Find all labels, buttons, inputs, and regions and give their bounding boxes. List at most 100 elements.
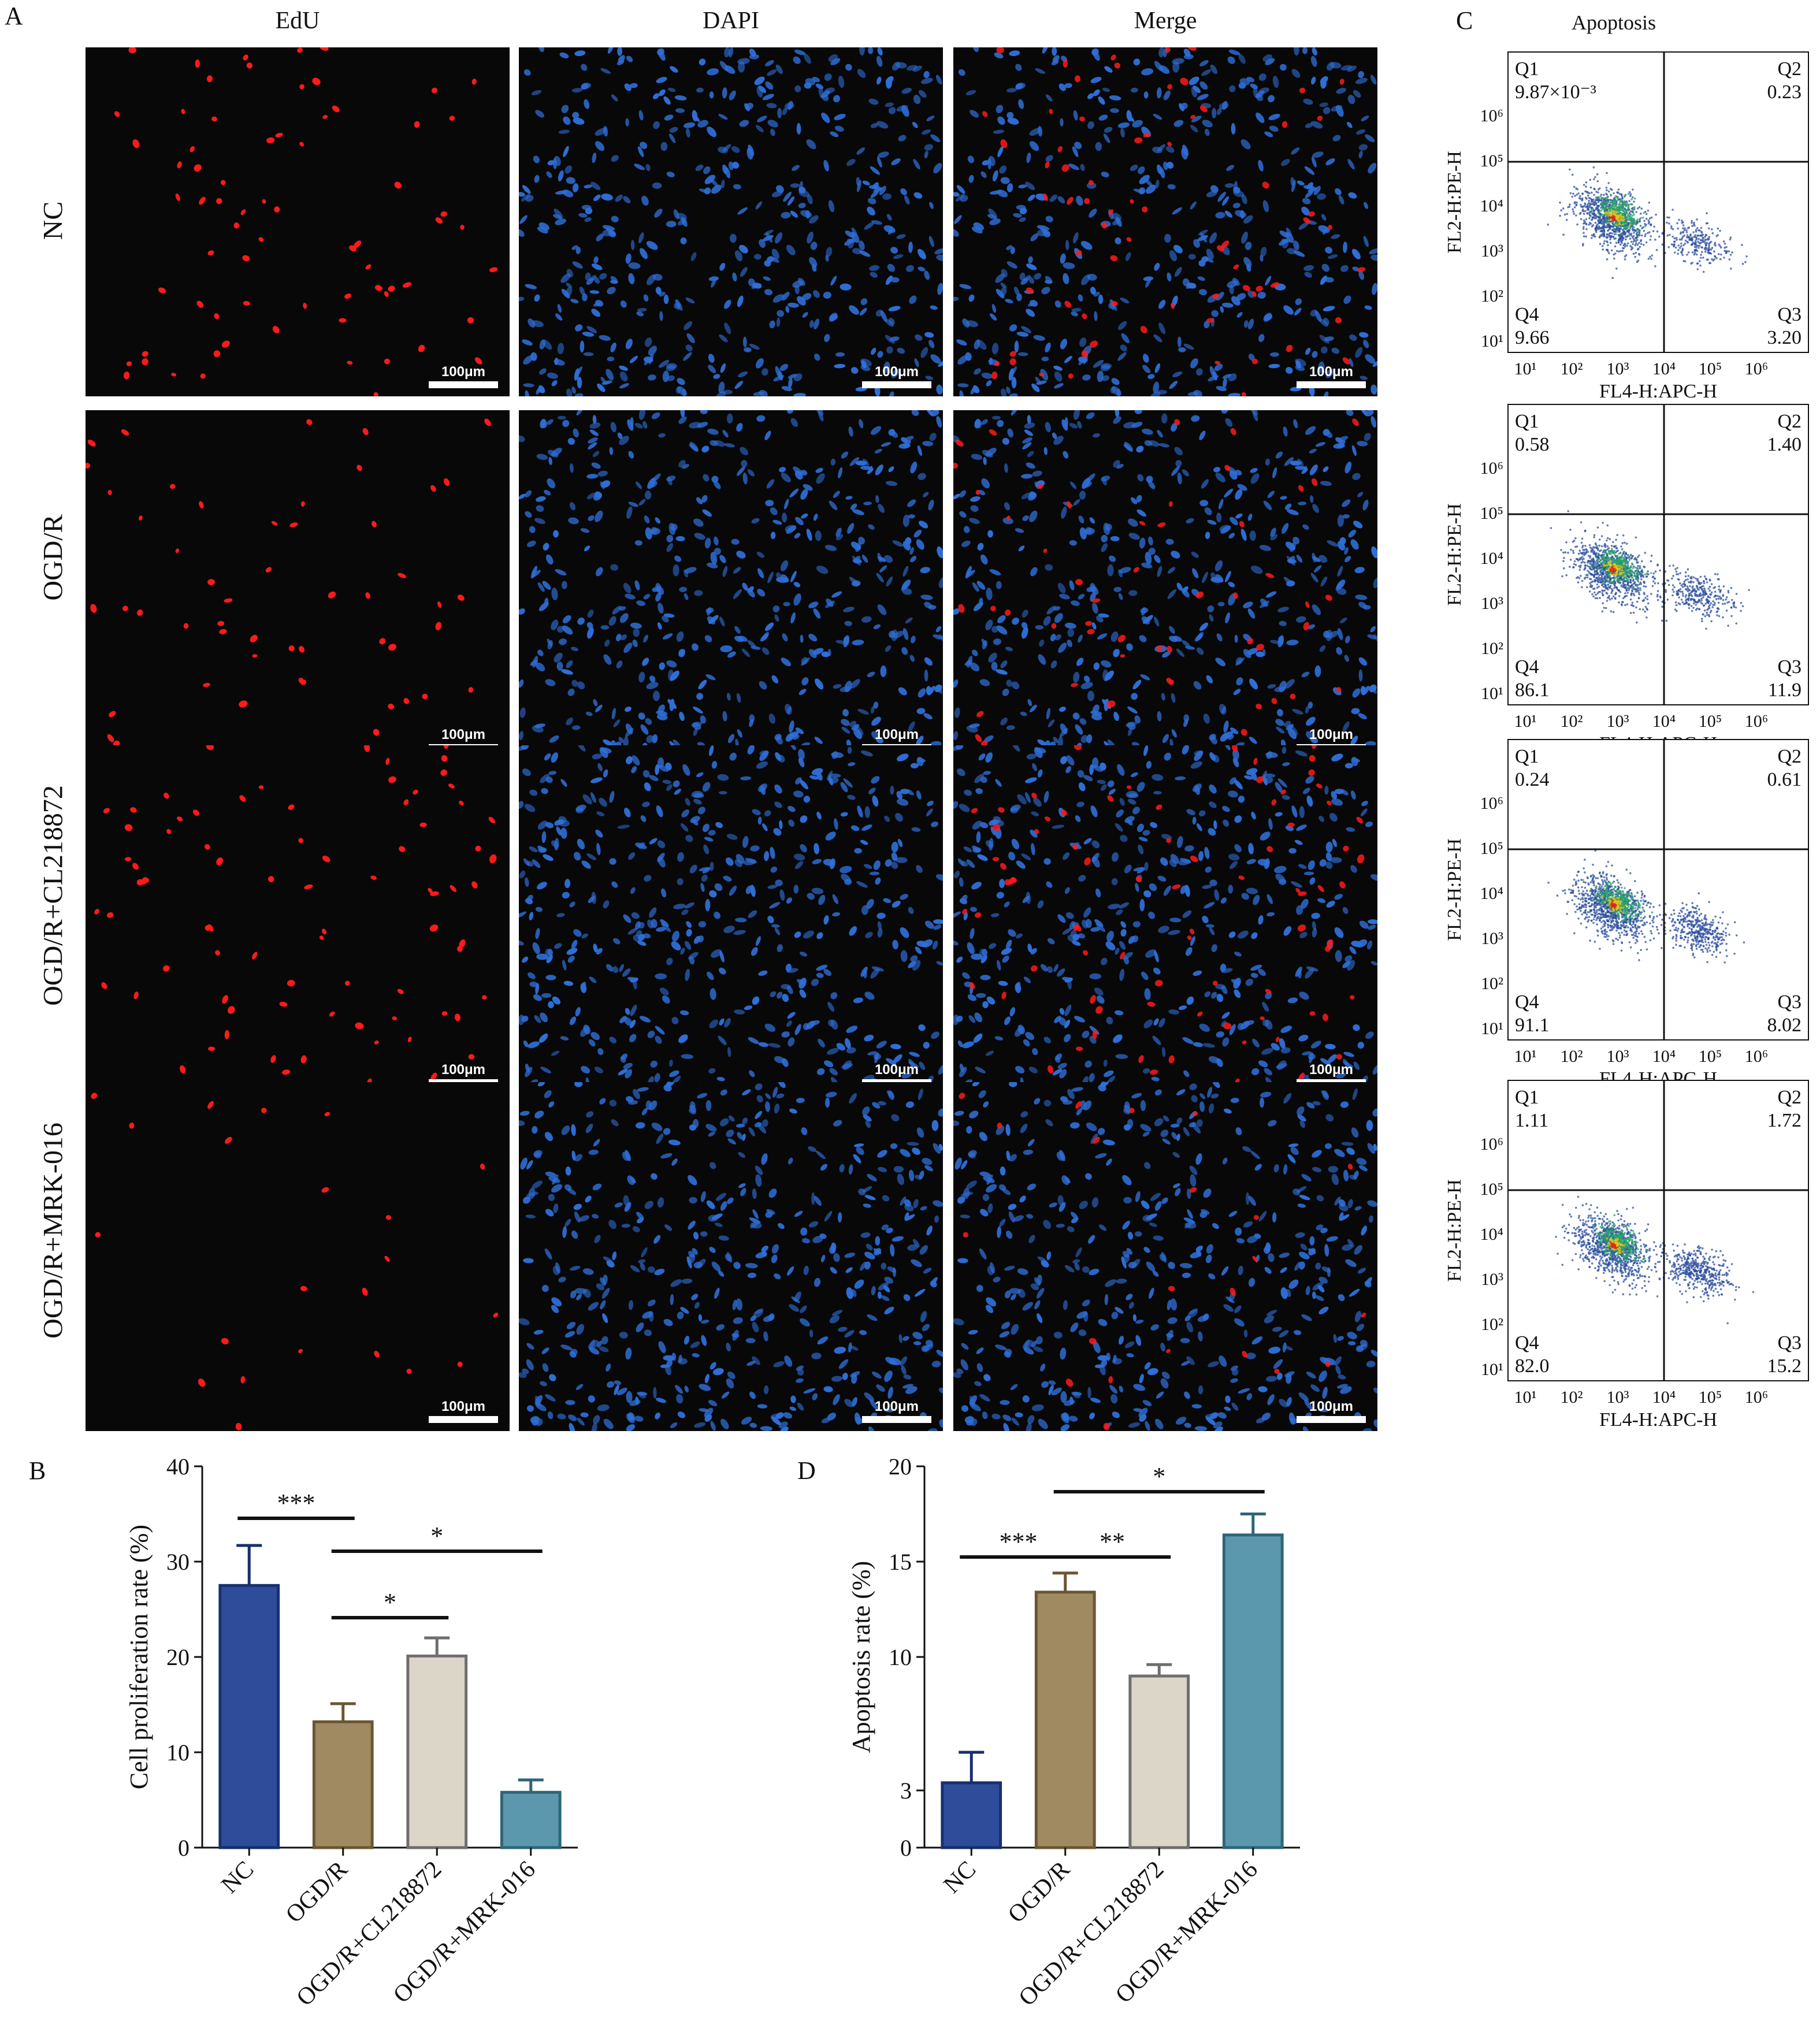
panel-label-c: C [1456, 6, 1473, 35]
scale-bar-line [862, 1416, 931, 1423]
significance-label: ** [1100, 1528, 1125, 1556]
bar-2 [1034, 1591, 1096, 1849]
quadrant-q4-value: 91.1 [1515, 1015, 1550, 1036]
micrograph-edu-row-1: 100μm [86, 47, 510, 396]
quadrant-q1-value: 0.24 [1515, 769, 1550, 790]
x-tick-label: NC [939, 1856, 982, 1899]
flow-ytick-label: 10³ [1481, 1270, 1503, 1289]
flow-ylabel: FL2-H:PE-H [1444, 1179, 1465, 1282]
x-tick-label: OGD/R [1003, 1856, 1075, 1928]
quadrant-q4-value: 82.0 [1515, 1355, 1550, 1377]
flow-ytick-label: 10¹ [1481, 1019, 1503, 1038]
panel-label-b: B [29, 1456, 46, 1485]
flow-ytick-label: 10⁶ [1480, 459, 1503, 478]
scale-bar: 100μm [1297, 1399, 1366, 1423]
flow-plot-frame [1507, 404, 1809, 705]
row-label-ogdr-cl218872: OGD/R+CL218872 [38, 785, 69, 1006]
scale-bar: 100μm [862, 364, 931, 388]
scale-bar: 100μm [429, 1399, 498, 1423]
column-header-merge: Merge [1134, 8, 1197, 34]
flow-xtick-label: 10³ [1607, 712, 1629, 731]
row-label-ogdr-mrk016: OGD/R+MRK-016 [38, 1123, 69, 1339]
flow-ytick-label: 10⁴ [1480, 884, 1503, 903]
scale-bar-line [1297, 381, 1366, 388]
quadrant-q1-name: Q1 [1515, 411, 1539, 432]
flow-ytick-label: 10² [1481, 1315, 1503, 1334]
y-tick-label: 10 [889, 1644, 912, 1670]
y-tick-label: 3 [900, 1778, 912, 1804]
scale-bar-label: 100μm [441, 364, 486, 380]
flow-xtick-label: 10³ [1607, 359, 1629, 378]
row-label-ogdr: OGD/R [38, 514, 69, 601]
quadrant-q2-name: Q2 [1777, 411, 1802, 432]
y-tick-label: 30 [166, 1549, 190, 1575]
quadrant-q3-value: 3.20 [1767, 327, 1802, 348]
flow-ytick-label: 10² [1481, 639, 1503, 658]
flow-ytick-label: 10³ [1481, 929, 1503, 948]
flow-xtick-label: 10¹ [1514, 1047, 1537, 1066]
flow-xtick-label: 10⁵ [1699, 359, 1722, 378]
bar-1 [218, 1584, 280, 1849]
y-tick-label: 20 [889, 1454, 912, 1480]
micrograph-merge-row-4: 100μm [953, 1082, 1377, 1431]
flow-ytick-label: 10² [1481, 287, 1503, 306]
scale-bar-label: 100μm [874, 364, 919, 380]
flow-ytick-label: 10⁶ [1480, 1135, 1503, 1154]
flow-ytick-label: 10⁵ [1480, 504, 1503, 523]
y-tick-label: 40 [166, 1454, 190, 1480]
flow-xtick-label: 10⁵ [1699, 1388, 1722, 1407]
flow-ytick-label: 10⁶ [1480, 794, 1503, 813]
bar-1 [941, 1781, 1002, 1849]
quadrant-q1-value: 0.58 [1515, 434, 1550, 455]
significance-label: *** [1000, 1528, 1038, 1556]
quadrant-q2-name: Q2 [1777, 58, 1802, 80]
significance-label: *** [277, 1489, 315, 1517]
micrograph-dapi-row-3: 100μm [519, 745, 943, 1094]
flow-xtick-label: 10¹ [1514, 712, 1537, 731]
flow-ytick-label: 10⁶ [1480, 106, 1503, 125]
flow-xtick-label: 10² [1561, 1047, 1583, 1066]
flow-xtick-label: 10⁵ [1699, 712, 1722, 731]
column-header-dapi: DAPI [702, 8, 759, 34]
quadrant-q3-value: 15.2 [1767, 1355, 1802, 1377]
y-tick-label: 20 [166, 1644, 190, 1670]
significance-label: * [430, 1522, 443, 1550]
scale-bar-line [429, 381, 498, 388]
quadrant-q2-value: 0.23 [1767, 81, 1802, 103]
panel-label-d: D [797, 1456, 816, 1485]
significance-label: * [384, 1588, 396, 1617]
flow-xtick-label: 10⁴ [1652, 359, 1676, 378]
flow-xtick-label: 10³ [1607, 1047, 1629, 1066]
quadrant-q3-value: 11.9 [1768, 679, 1802, 701]
scale-bar-label: 100μm [441, 727, 486, 742]
quadrant-q4-name: Q4 [1515, 656, 1539, 678]
scale-bar-label: 100μm [874, 1399, 919, 1414]
micrograph-dapi-row-2: 100μm [519, 410, 943, 759]
scale-bar-label: 100μm [441, 1062, 486, 1077]
flow-ytick-label: 10¹ [1481, 332, 1503, 351]
scale-bar-label: 100μm [874, 1062, 919, 1077]
row-label-nc: NC [38, 201, 69, 240]
micrograph-edu-row-4: 100μm [86, 1082, 510, 1431]
scale-bar-label: 100μm [1309, 1062, 1354, 1077]
quadrant-q1-name: Q1 [1515, 1087, 1539, 1108]
x-tick-label: OGD/R [281, 1856, 353, 1928]
quadrant-q2-value: 1.40 [1767, 434, 1802, 455]
y-tick-label: 0 [900, 1835, 912, 1861]
quadrant-q1-name: Q1 [1515, 746, 1539, 767]
flow-xtick-label: 10¹ [1514, 1388, 1537, 1407]
bar-4 [500, 1790, 562, 1849]
y-tick-label: 0 [178, 1835, 190, 1861]
flow-ylabel: FL2-H:PE-H [1444, 838, 1465, 941]
quadrant-q2-name: Q2 [1777, 746, 1802, 767]
quadrant-q4-value: 9.66 [1515, 327, 1550, 348]
scale-bar-label: 100μm [874, 727, 919, 742]
quadrant-q4-value: 86.1 [1515, 679, 1550, 701]
flow-ytick-label: 10⁵ [1480, 1180, 1503, 1199]
flow-ytick-label: 10¹ [1481, 684, 1503, 703]
flow-ytick-label: 10⁴ [1480, 1225, 1503, 1244]
